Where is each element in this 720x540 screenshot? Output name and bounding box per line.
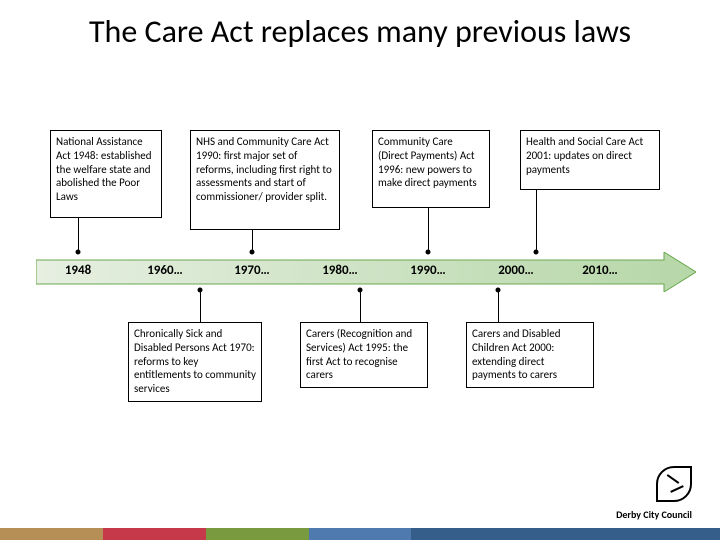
slide-title: The Care Act replaces many previous laws <box>0 0 720 51</box>
law-box: Carers (Recognition and Services) Act 19… <box>300 322 428 388</box>
decade-label: 2000… <box>498 263 534 278</box>
timeline: National Assistance Act 1948: establishe… <box>0 130 720 412</box>
decade-label: 1990… <box>410 263 446 278</box>
derby-logo-mark <box>656 466 692 502</box>
derby-logo: Derby City Council <box>616 466 692 520</box>
connector-line <box>428 208 429 252</box>
law-box: Community Care (Direct Payments) Act 199… <box>372 130 490 208</box>
connector-line <box>360 290 361 322</box>
law-box: Health and Social Care Act 2001: updates… <box>520 130 660 190</box>
law-box: Chronically Sick and Disabled Persons Ac… <box>128 322 262 402</box>
footer-segment <box>206 528 309 540</box>
decade-label: 1960… <box>147 263 183 278</box>
connector-dot <box>198 288 203 293</box>
timeline-arrow-row: 1948 1960… 1970… 1980… 1990… 2000… 2010… <box>0 252 720 292</box>
connector-line <box>536 190 537 252</box>
decade-labels: 1948 1960… 1970… 1980… 1990… 2000… 2010… <box>0 252 720 292</box>
footer-color-bar <box>0 528 720 540</box>
decade-label: 1980… <box>322 263 358 278</box>
top-box-row: National Assistance Act 1948: establishe… <box>0 130 720 240</box>
footer-segment <box>103 528 206 540</box>
connector-line <box>200 290 201 322</box>
law-box: NHS and Community Care Act 1990: first m… <box>190 130 340 230</box>
decade-label: 2010… <box>582 263 618 278</box>
connector-dot <box>358 288 363 293</box>
connector-dot <box>496 288 501 293</box>
footer-segment <box>0 528 103 540</box>
decade-label: 1948 <box>65 263 91 278</box>
decade-label: 1970… <box>234 263 270 278</box>
bottom-box-row: Chronically Sick and Disabled Persons Ac… <box>0 302 720 412</box>
connector-line <box>78 218 79 252</box>
law-box: Carers and Disabled Children Act 2000: e… <box>466 322 594 388</box>
derby-logo-text: Derby City Council <box>616 509 692 520</box>
law-box: National Assistance Act 1948: establishe… <box>50 130 162 218</box>
footer-segment <box>411 528 720 540</box>
footer-segment <box>309 528 412 540</box>
connector-line <box>498 290 499 322</box>
